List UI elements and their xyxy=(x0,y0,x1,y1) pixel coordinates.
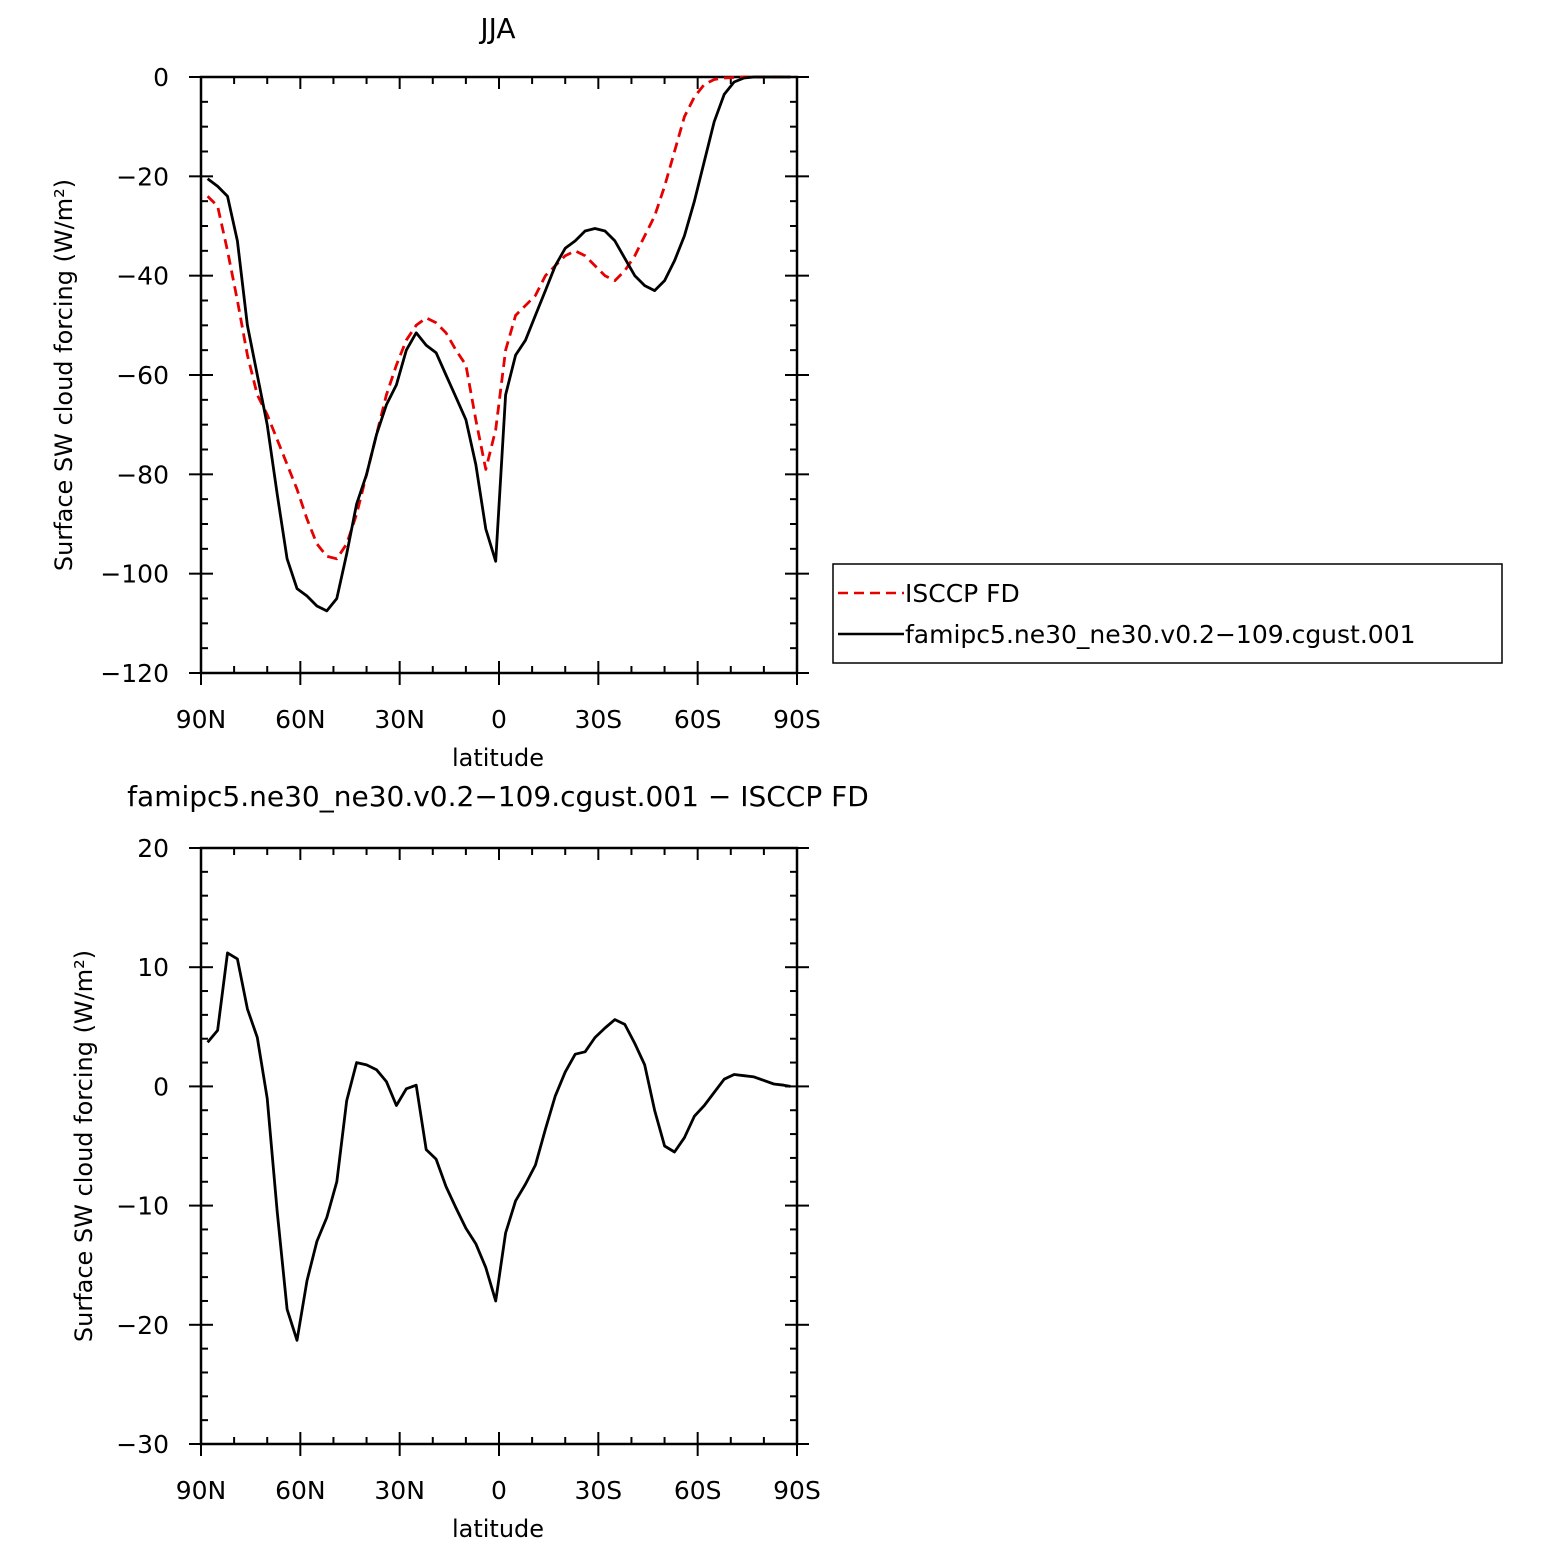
bottom-chart-title: famipc5.ne30_ne30.v0.2−109.cgust.001 − I… xyxy=(127,780,869,813)
top-plot-frame xyxy=(199,75,799,675)
x-tick-label: 30N xyxy=(374,705,425,734)
bottom-plot-frame xyxy=(199,846,799,1446)
y-tick-label: −10 xyxy=(116,1192,169,1221)
bottom-ticks xyxy=(189,847,809,1456)
legend-label-model: famipc5.ne30_ne30.v0.2−109.cgust.001 xyxy=(905,620,1416,649)
top-series xyxy=(206,75,791,613)
x-tick-label: 90N xyxy=(176,705,227,734)
y-tick-label: −100 xyxy=(100,560,169,589)
top-x-tick-labels: 90N 60N 30N 0 30S 60S 90S xyxy=(176,705,821,734)
x-tick-label: 30S xyxy=(574,1476,622,1505)
bottom-series xyxy=(206,951,791,1342)
bottom-y-tick-labels: 20 10 0 −10 −20 −30 xyxy=(116,834,169,1459)
x-tick-label: 0 xyxy=(491,1476,507,1505)
y-tick-label: −80 xyxy=(116,460,169,489)
top-x-axis-label: latitude xyxy=(452,744,544,772)
x-tick-label: 30N xyxy=(374,1476,425,1505)
bottom-x-tick-labels: 90N 60N 30N 0 30S 60S 90S xyxy=(176,1476,821,1505)
y-tick-label: −30 xyxy=(116,1430,169,1459)
legend-box xyxy=(832,563,1503,664)
x-tick-label: 60N xyxy=(275,705,326,734)
bottom-series-line-model xyxy=(206,951,791,1342)
y-tick-label: 0 xyxy=(153,1072,169,1101)
top-series-line-isccp xyxy=(206,75,791,561)
top-panel: JJA 90N 60N 30N 0 30S 60S 90S 0 −20 −40 −60 −80 −10… xyxy=(50,12,821,772)
top-chart-title: JJA xyxy=(478,12,515,45)
x-tick-label: 90S xyxy=(773,705,821,734)
legend: ISCCP FD famipc5.ne30_ne30.v0.2−109.cgus… xyxy=(832,563,1503,664)
x-tick-label: 60S xyxy=(674,705,722,734)
x-tick-label: 30S xyxy=(574,705,622,734)
y-tick-label: −40 xyxy=(116,262,169,291)
y-tick-label: −60 xyxy=(116,361,169,390)
y-tick-label: −20 xyxy=(116,162,169,191)
top-y-axis-label: Surface SW cloud forcing (W/m²) xyxy=(50,179,78,571)
legend-label-isccp: ISCCP FD xyxy=(905,579,1020,608)
y-tick-label: 0 xyxy=(153,63,169,92)
bottom-y-axis-label: Surface SW cloud forcing (W/m²) xyxy=(70,950,98,1342)
bottom-x-axis-label: latitude xyxy=(452,1515,544,1543)
x-tick-label: 90S xyxy=(773,1476,821,1505)
x-tick-label: 60N xyxy=(275,1476,326,1505)
y-tick-label: 10 xyxy=(137,953,169,982)
x-tick-label: 60S xyxy=(674,1476,722,1505)
y-tick-label: −20 xyxy=(116,1311,169,1340)
y-tick-label: −120 xyxy=(100,659,169,688)
top-ticks xyxy=(189,76,809,685)
top-y-tick-labels: 0 −20 −40 −60 −80 −100 −120 xyxy=(100,63,169,688)
x-tick-label: 90N xyxy=(176,1476,227,1505)
x-tick-label: 0 xyxy=(491,705,507,734)
bottom-panel: famipc5.ne30_ne30.v0.2−109.cgust.001 − I… xyxy=(70,780,869,1543)
y-tick-label: 20 xyxy=(137,834,169,863)
top-series-line-model xyxy=(206,75,791,613)
